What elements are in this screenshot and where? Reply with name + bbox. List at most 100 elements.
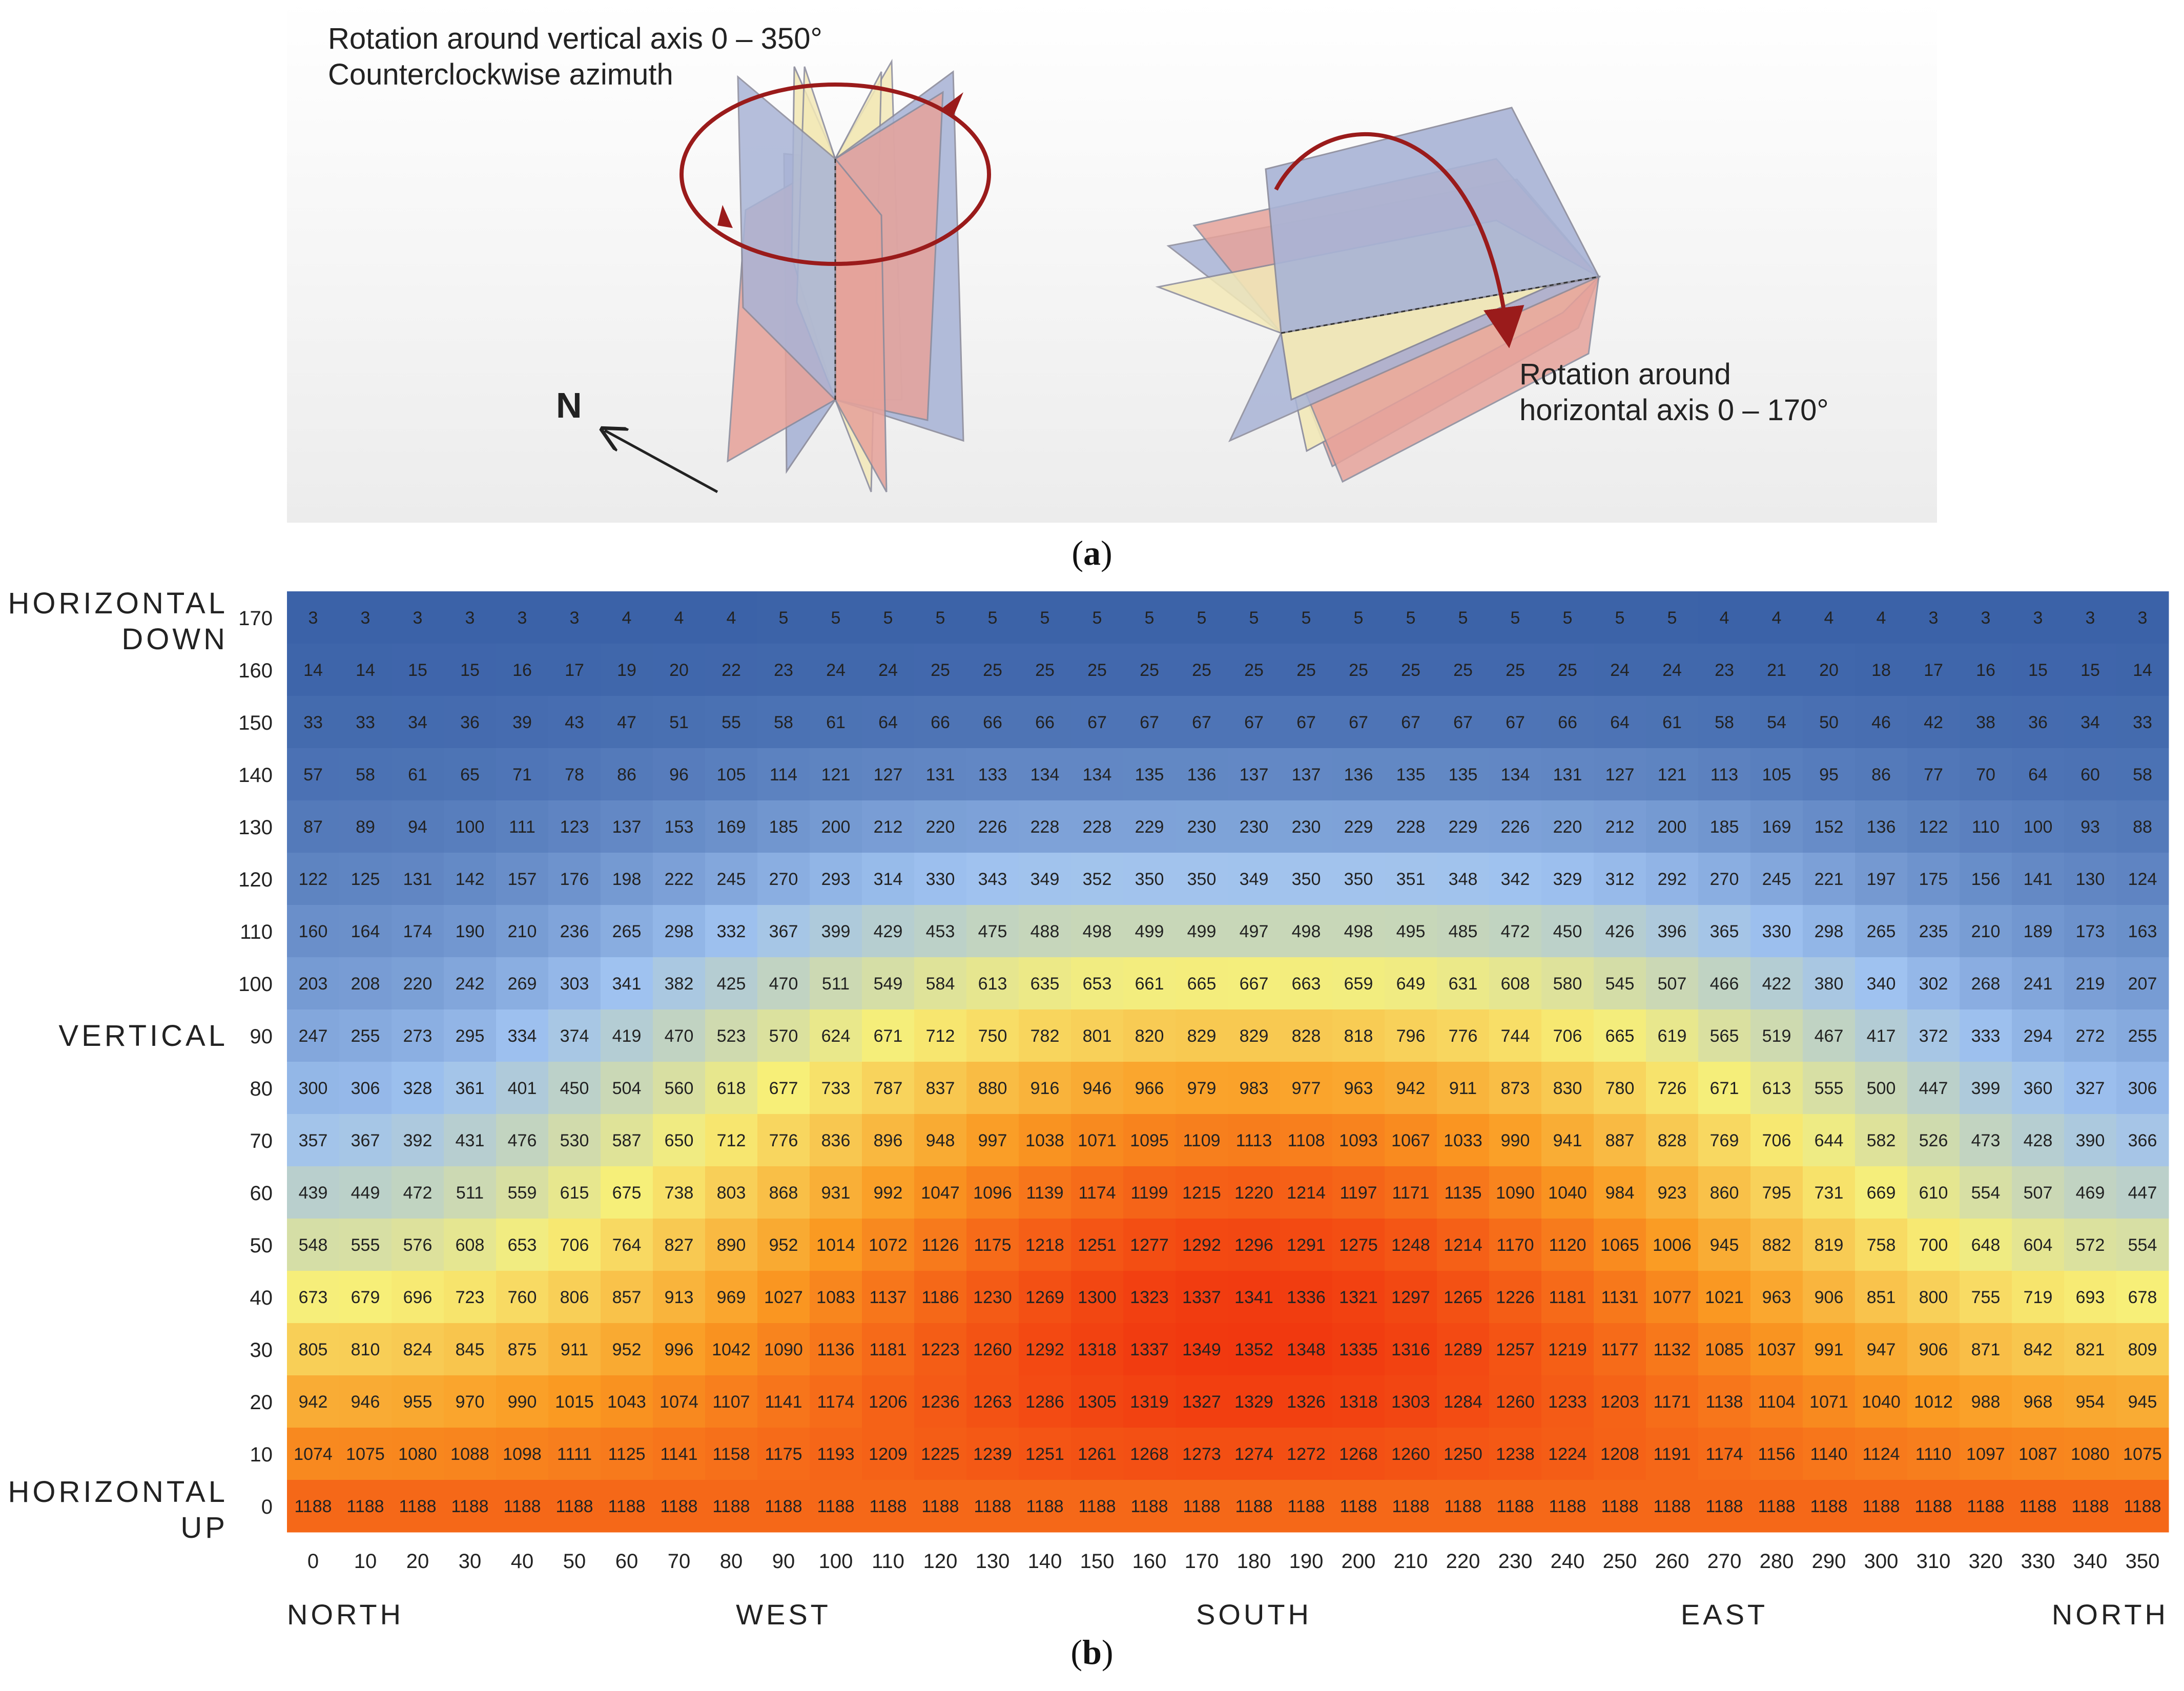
- heatmap-cell-label: 990: [1501, 1131, 1530, 1150]
- heatmap-cell: [496, 644, 549, 696]
- heatmap-cell-label: 328: [403, 1079, 432, 1098]
- heatmap-cell-label: 467: [1815, 1026, 1844, 1046]
- heatmap-cell: [1019, 1271, 1072, 1324]
- heatmap-cell: [392, 748, 444, 801]
- heatmap-cell-label: 1260: [973, 1340, 1012, 1359]
- heatmap-cell-label: 1188: [1549, 1497, 1586, 1516]
- heatmap-cell-label: 548: [299, 1235, 328, 1255]
- heatmap-cell-label: 661: [1135, 974, 1164, 994]
- heatmap-cell: [705, 1114, 758, 1167]
- heatmap-cell-label: 94: [408, 817, 427, 837]
- heatmap-cell: [1907, 644, 1960, 696]
- heatmap-cell-label: 93: [2080, 817, 2100, 837]
- heatmap-cell-label: 1015: [555, 1392, 594, 1412]
- heatmap-cell-label: 1225: [921, 1445, 960, 1464]
- heatmap-cell: [287, 1375, 340, 1428]
- heatmap-cell-label: 760: [508, 1288, 537, 1307]
- heatmap-cell-label: 511: [456, 1183, 484, 1203]
- heatmap-cell: [1489, 748, 1542, 801]
- heatmap-cell: [1071, 1480, 1124, 1533]
- heatmap-cell: [1123, 1166, 1176, 1219]
- heatmap-cell: [444, 1428, 497, 1480]
- heatmap-cell: [1803, 957, 1856, 1010]
- heatmap-cell: [1907, 1323, 1960, 1376]
- heatmap-cell: [1385, 1062, 1437, 1115]
- heatmap-cell-label: 123: [560, 817, 589, 837]
- heatmap-cell: [1960, 800, 2012, 853]
- heatmap-cell: [1437, 748, 1490, 801]
- heatmap-cell: [1541, 1480, 1594, 1533]
- heatmap-cell-label: 220: [926, 817, 955, 837]
- heatmap-cell-label: 723: [456, 1288, 485, 1307]
- heatmap-cell-label: 67: [1506, 713, 1525, 732]
- heatmap-cell: [1228, 1114, 1281, 1167]
- heatmap-cell: [1541, 644, 1594, 696]
- heatmap-cell: [2064, 957, 2117, 1010]
- heatmap-cell-label: 314: [874, 870, 903, 889]
- heatmap-cell-label: 1038: [1025, 1131, 1064, 1150]
- vertical-rotation-arrow: [679, 83, 991, 266]
- heatmap-cell-label: 1042: [712, 1340, 751, 1359]
- heatmap-cell-label: 25: [1087, 661, 1107, 680]
- heatmap-cell-label: 134: [1031, 765, 1060, 785]
- heatmap-cell: [966, 1219, 1019, 1271]
- heatmap-cell-label: 969: [717, 1288, 746, 1307]
- heatmap-cell: [287, 748, 340, 801]
- heatmap-cell: [1698, 1062, 1751, 1115]
- heatmap-cell-label: 342: [1501, 870, 1530, 889]
- heatmap-cell: [1698, 1375, 1751, 1428]
- heatmap-cell-label: 693: [2076, 1288, 2105, 1307]
- heatmap-cell: [705, 1062, 758, 1115]
- heatmap-cell-label: 1188: [1914, 1497, 1952, 1516]
- heatmap-cell: [1594, 1114, 1646, 1167]
- heatmap-cell: [1646, 800, 1699, 853]
- heatmap-cell: [1280, 1428, 1333, 1480]
- heatmap-cell: [2064, 1062, 2117, 1115]
- heatmap-cell: [1907, 1375, 1960, 1428]
- heatmap-cell: [1071, 591, 1124, 644]
- heatmap-cell: [1280, 957, 1333, 1010]
- heatmap-cell: [1489, 905, 1542, 958]
- heatmap-cell-label: 1261: [1078, 1445, 1117, 1464]
- heatmap-cell: [2012, 800, 2065, 853]
- heatmap-cell: [1332, 1219, 1385, 1271]
- heatmap-cell: [653, 1428, 706, 1480]
- heatmap-cell-label: 1296: [1234, 1235, 1273, 1255]
- x-tick-label: 300: [1864, 1550, 1899, 1573]
- heatmap-cell-label: 203: [299, 974, 328, 994]
- heatmap-cell: [966, 1166, 1019, 1219]
- heatmap-cell: [1385, 1480, 1437, 1533]
- heatmap-cell-label: 782: [1031, 1026, 1060, 1046]
- heatmap-cell-label: 1292: [1025, 1340, 1064, 1359]
- heatmap-cell: [1280, 696, 1333, 749]
- heatmap-cell: [2012, 1062, 2065, 1115]
- heatmap-cell-label: 511: [822, 974, 850, 994]
- heatmap-cell-label: 806: [560, 1288, 589, 1307]
- heatmap-cell-label: 1139: [1026, 1183, 1063, 1203]
- x-tick-label: 330: [2021, 1550, 2055, 1573]
- heatmap-cell-label: 1300: [1078, 1288, 1117, 1307]
- heatmap-cell-label: 523: [717, 1026, 746, 1046]
- heatmap-cell: [1228, 800, 1281, 853]
- heatmap-cell: [1646, 1166, 1699, 1219]
- heatmap-cell-label: 67: [1140, 713, 1159, 732]
- heatmap-cell-label: 1188: [1340, 1497, 1377, 1516]
- heatmap-cell-label: 1075: [346, 1445, 385, 1464]
- heatmap-cell: [1489, 853, 1542, 905]
- heatmap-cell: [1123, 905, 1176, 958]
- heatmap-cell-label: 1071: [1809, 1392, 1848, 1412]
- heatmap-cell-label: 4: [1720, 608, 1729, 628]
- heatmap-cell: [1698, 957, 1751, 1010]
- heatmap-cell-label: 1186: [921, 1288, 959, 1307]
- heatmap-cell: [810, 591, 862, 644]
- heatmap-cell-label: 5: [1093, 608, 1102, 628]
- heatmap-cell: [1071, 800, 1124, 853]
- heatmap-cell: [1750, 1375, 1803, 1428]
- heatmap-cell: [862, 957, 915, 1010]
- heatmap-cell: [287, 1480, 340, 1533]
- heatmap-cell: [2012, 1166, 2065, 1219]
- heatmap-cell: [1385, 1375, 1437, 1428]
- heatmap-cell: [496, 1428, 549, 1480]
- heatmap-cell-label: 24: [1610, 661, 1630, 680]
